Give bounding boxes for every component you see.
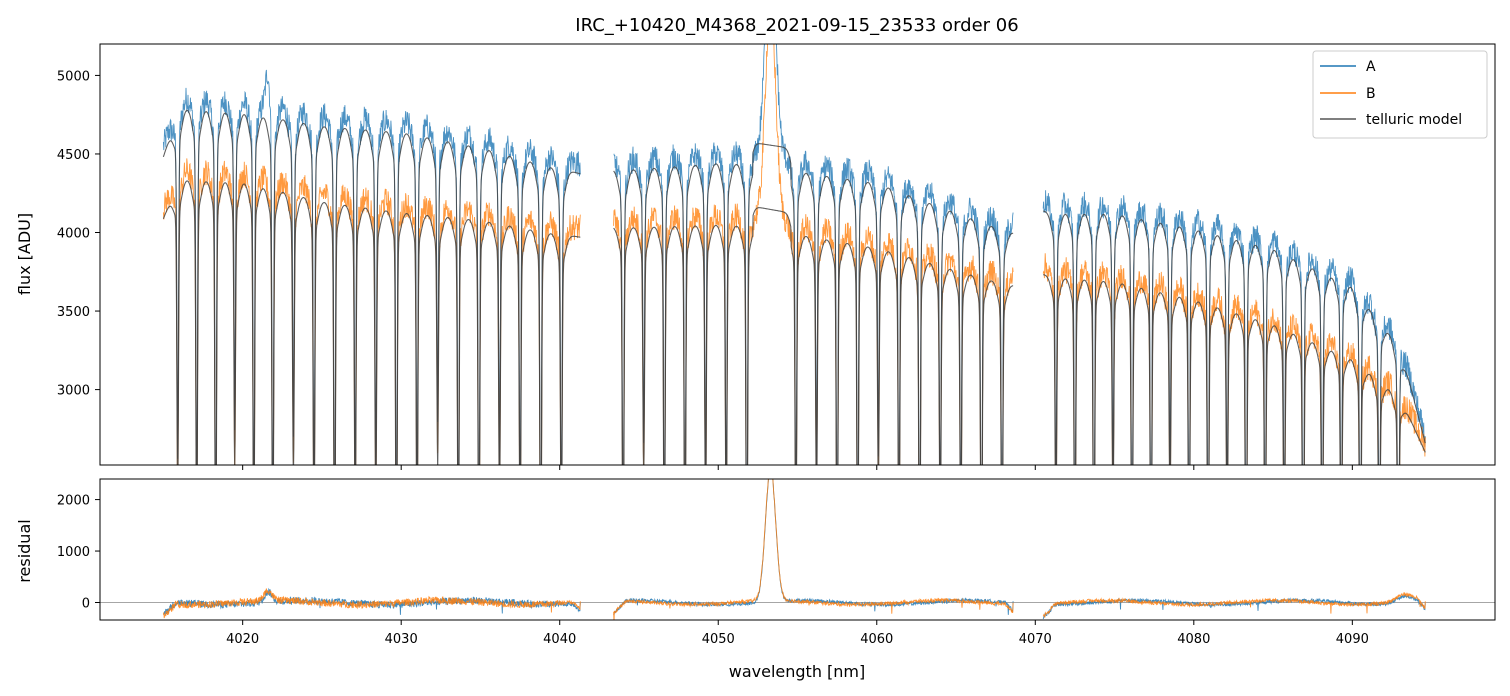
legend-label-a: A (1366, 59, 1376, 75)
telluric-model-a-segment-3 (1043, 210, 1426, 465)
residual-series-b-segment-3 (1042, 592, 1426, 619)
telluric-model-a-segment-1 (162, 109, 581, 465)
flux-ytick-label-4000: 4000 (57, 227, 90, 242)
residual-axes-frame (99, 478, 1496, 621)
residual-panel: 0 1000 2000 4020 4030 4040 4050 4060 4070 4080 40… (15, 478, 1496, 681)
xtick-label-4040: 4040 (543, 632, 576, 647)
xtick-label-4050: 4050 (702, 632, 735, 647)
legend: A B telluric model (1312, 50, 1488, 139)
legend-label-b: B (1366, 86, 1376, 102)
chart-title: IRC_+10420_M4368_2021-09-15_23533 order … (575, 15, 1018, 36)
residual-ytick-label-1000: 1000 (57, 545, 90, 560)
flux-series-b-segment-2 (613, 44, 1014, 465)
xtick-label-4020: 4020 (226, 632, 259, 647)
flux-ytick-label-3000: 3000 (57, 384, 90, 399)
residual-ytick-label-0: 0 (82, 597, 90, 612)
xtick-label-4070: 4070 (1019, 632, 1052, 647)
residual-series-b-segment-1 (162, 588, 581, 619)
flux-ytick-label-4500: 4500 (57, 148, 90, 163)
flux-axes-frame (99, 43, 1496, 466)
xtick-label-4080: 4080 (1177, 632, 1210, 647)
telluric-model-b-segment-2 (613, 207, 1014, 465)
flux-series-a-segment-2 (613, 44, 1014, 465)
x-axis-label: wavelength [nm] (729, 662, 866, 681)
telluric-model-b-segment-3 (1043, 274, 1426, 465)
telluric-model-a-segment-2 (613, 143, 1014, 465)
flux-ytick-label-3500: 3500 (57, 305, 90, 320)
residual-series-b-segment-2 (613, 479, 1014, 620)
flux-y-axis-label: flux [ADU] (15, 213, 34, 295)
xtick-label-4060: 4060 (860, 632, 893, 647)
xtick-label-4030: 4030 (385, 632, 418, 647)
telluric-model-b-segment-1 (162, 180, 581, 465)
legend-box (1312, 50, 1488, 139)
residual-y-axis-label: residual (15, 519, 34, 582)
legend-label-telluric: telluric model (1366, 112, 1462, 128)
xtick-label-4090: 4090 (1336, 632, 1369, 647)
residual-ytick-label-2000: 2000 (57, 494, 90, 509)
flux-panel: 3000 3500 4000 4500 5000 flux [ADU] A B tell… (15, 43, 1496, 470)
flux-ytick-label-5000: 5000 (57, 69, 90, 84)
